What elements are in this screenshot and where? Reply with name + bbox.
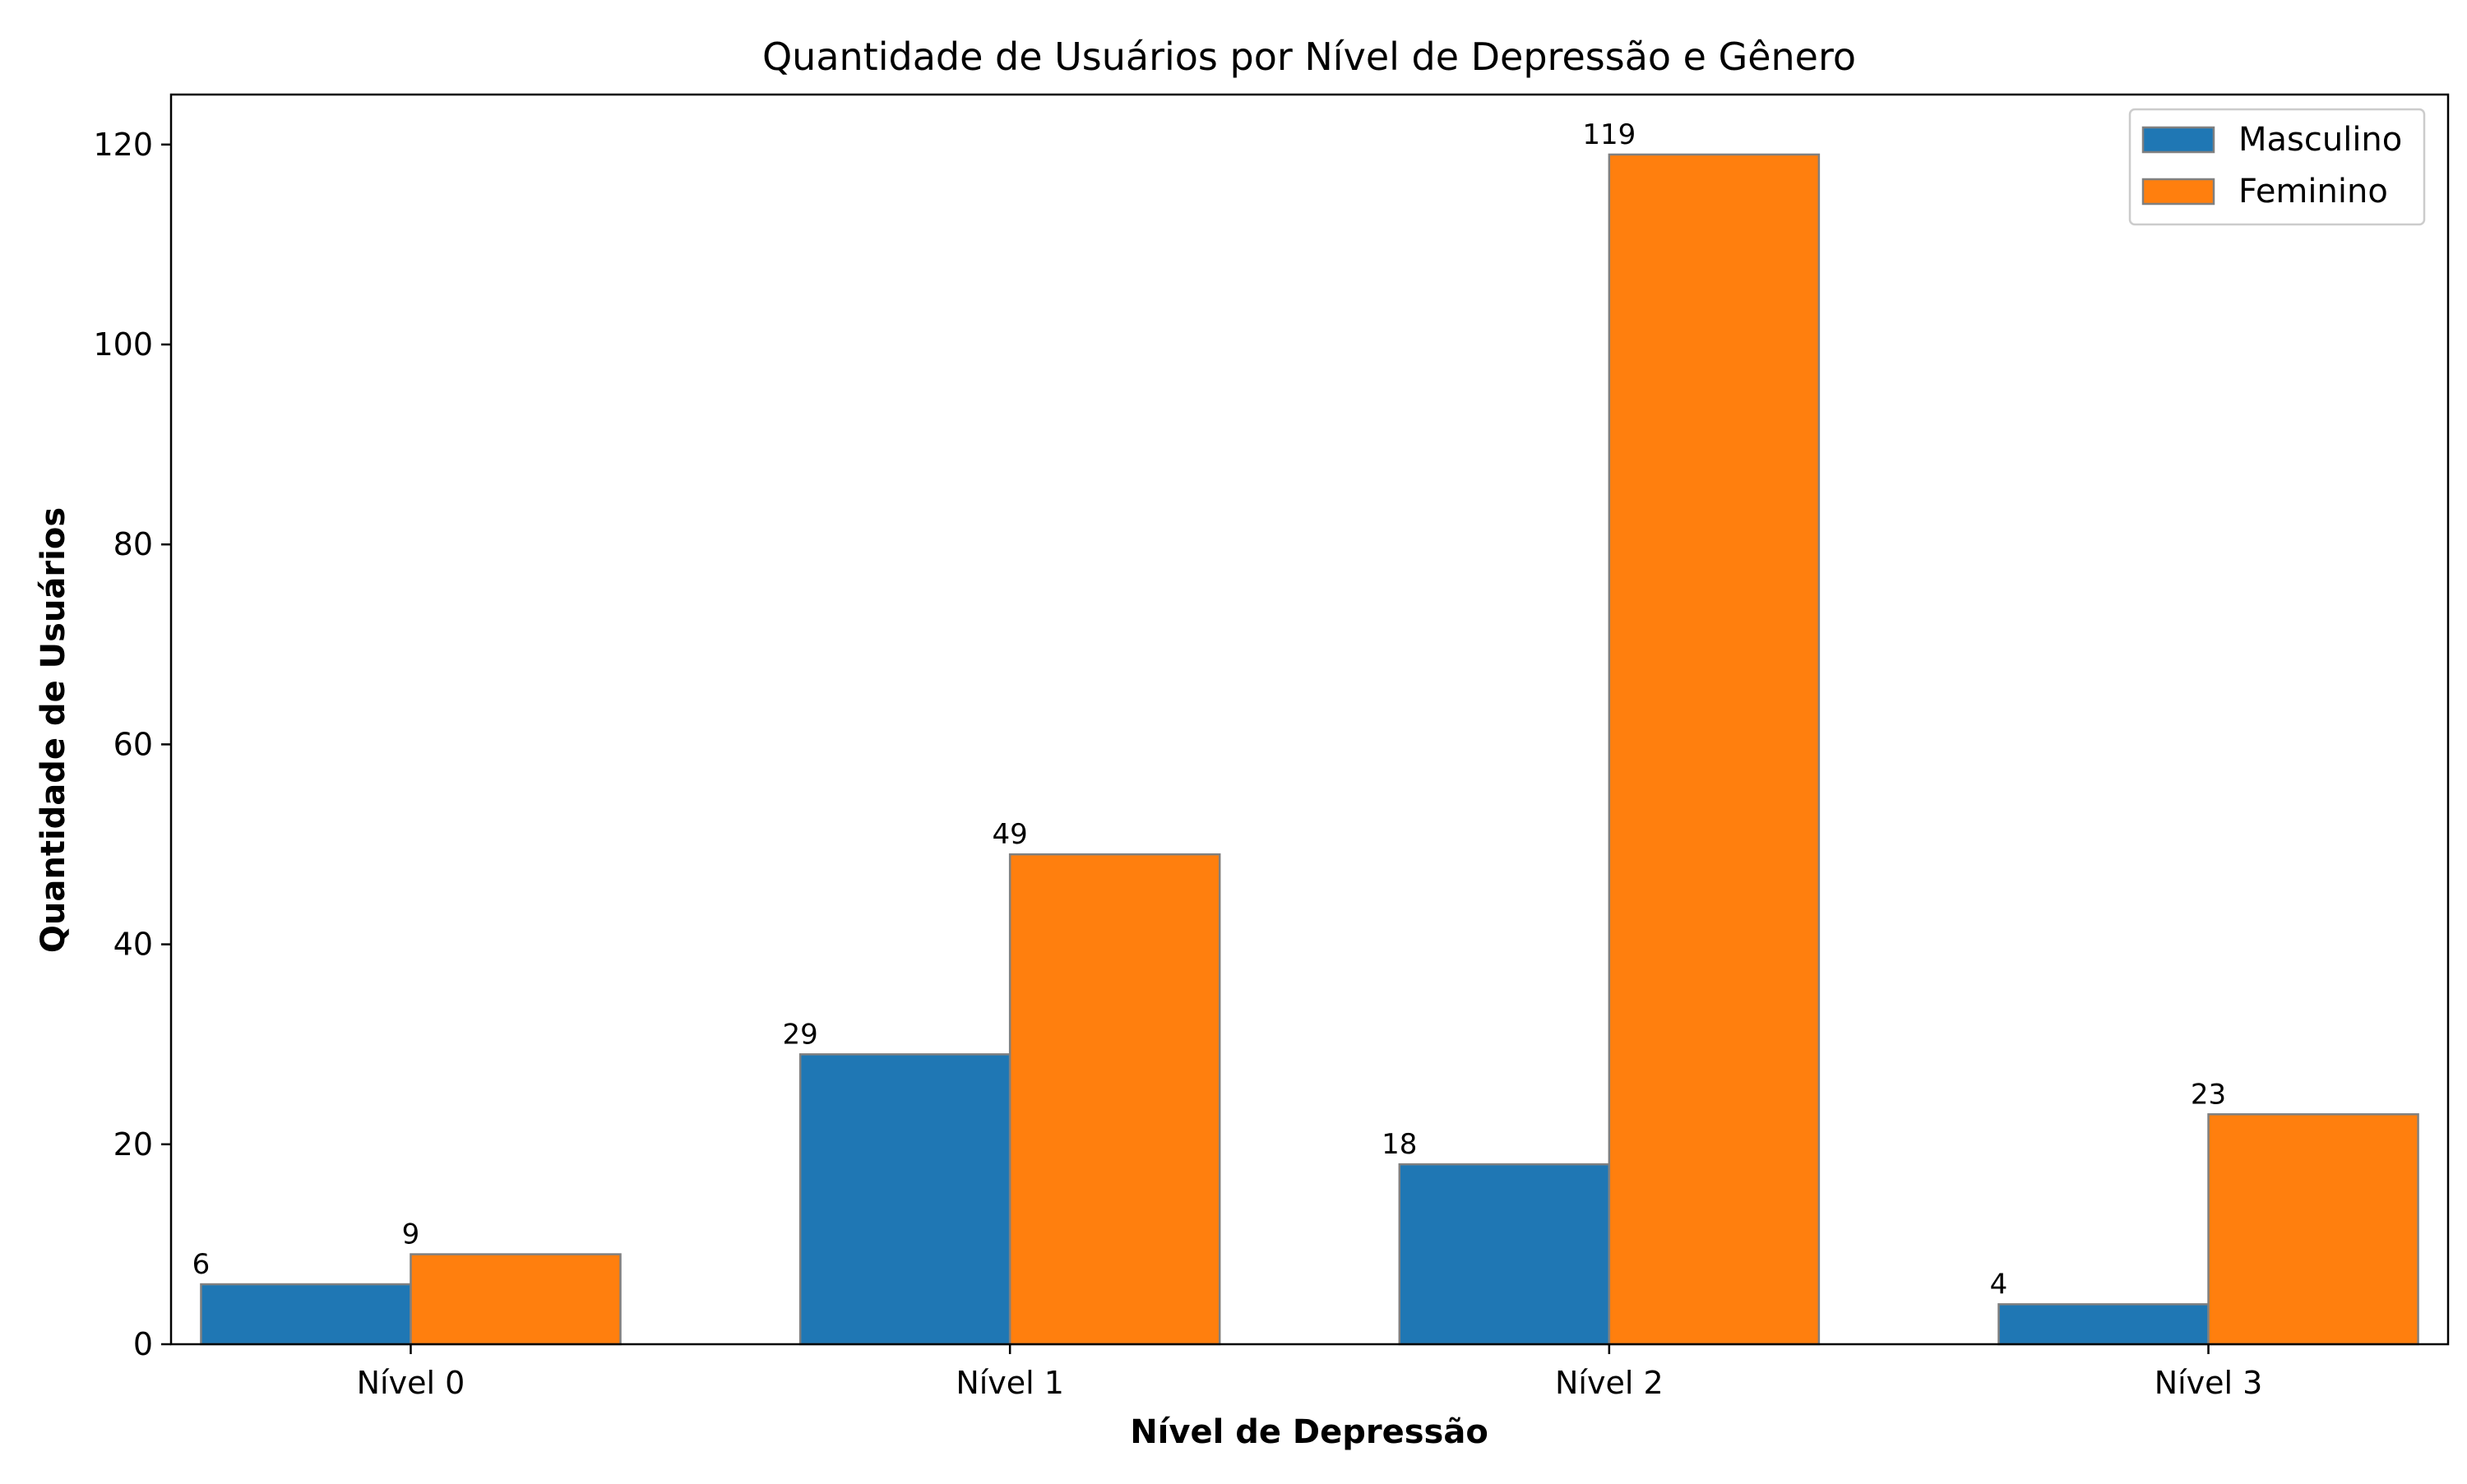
data-label-feminino-1: 49 bbox=[993, 818, 1028, 851]
bar-masculino-1 bbox=[798, 1053, 1011, 1346]
x-tick-label: Nível 2 bbox=[1555, 1365, 1664, 1401]
y-tick-label: 60 bbox=[113, 726, 153, 762]
bar-masculino-2 bbox=[1398, 1163, 1611, 1346]
y-tick-label: 20 bbox=[113, 1126, 153, 1163]
data-label-feminino-0: 9 bbox=[402, 1218, 420, 1251]
bar-masculino-3 bbox=[1997, 1303, 2210, 1346]
y-axis-ticks: 0 20 40 60 80 100 120 bbox=[93, 127, 171, 1362]
y-tick-label: 100 bbox=[93, 326, 153, 363]
bar-feminino-0 bbox=[410, 1253, 622, 1346]
legend: Masculino Feminino bbox=[2128, 108, 2426, 226]
x-tick-label: Nível 3 bbox=[2155, 1365, 2263, 1401]
y-tick-label: 40 bbox=[113, 927, 153, 963]
x-axis-label: Nível de Depressão bbox=[1130, 1413, 1488, 1451]
x-axis-ticks: Nível 0 Nível 1 Nível 2 Nível 3 bbox=[357, 1344, 2263, 1401]
legend-label-feminino: Feminino bbox=[2238, 173, 2388, 210]
data-label-masculino-1: 29 bbox=[782, 1018, 817, 1051]
y-axis-label: Quantidade de Usuários bbox=[35, 507, 72, 953]
y-tick-label: 120 bbox=[93, 127, 153, 163]
data-label-masculino-3: 4 bbox=[1990, 1268, 2008, 1301]
data-label-feminino-3: 23 bbox=[2191, 1078, 2226, 1111]
data-label-feminino-2: 119 bbox=[1582, 118, 1636, 151]
bar-feminino-1 bbox=[1008, 853, 1221, 1346]
y-tick-label: 0 bbox=[133, 1326, 153, 1362]
x-tick-label: Nível 1 bbox=[956, 1365, 1064, 1401]
bar-feminino-2 bbox=[1608, 153, 1821, 1346]
bar-masculino-0 bbox=[200, 1283, 412, 1346]
y-tick-label: 80 bbox=[113, 526, 153, 562]
legend-swatch-masculino bbox=[2141, 126, 2215, 154]
plot-area-frame bbox=[169, 93, 2450, 1346]
bars-layer bbox=[200, 153, 2419, 1346]
bar-feminino-3 bbox=[2207, 1113, 2419, 1346]
data-label-masculino-0: 6 bbox=[192, 1248, 211, 1281]
legend-swatch-feminino bbox=[2141, 178, 2215, 206]
legend-label-masculino: Masculino bbox=[2238, 121, 2402, 159]
data-label-masculino-2: 18 bbox=[1382, 1128, 1417, 1161]
x-tick-label: Nível 0 bbox=[357, 1365, 465, 1401]
chart-title: Quantidade de Usuários por Nível de Depr… bbox=[762, 35, 1856, 79]
